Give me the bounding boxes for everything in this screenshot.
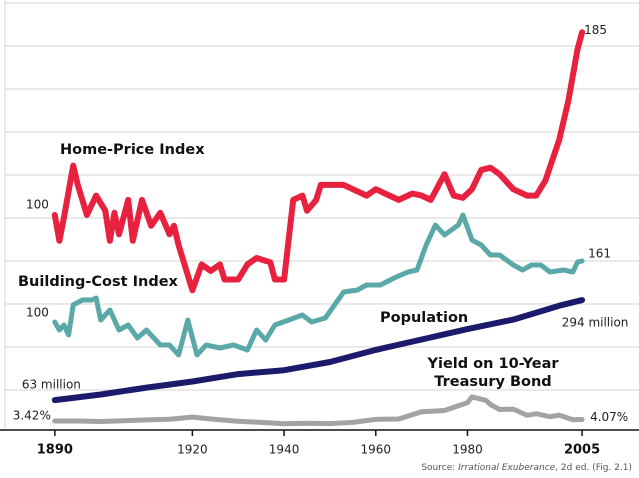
series-name: Yield on 10-Year Treasury Bond xyxy=(427,356,559,390)
start-label: 100 xyxy=(26,198,49,212)
series-line xyxy=(52,212,585,358)
series-line xyxy=(52,394,585,427)
start-label: 63 million xyxy=(22,378,81,392)
series-name: Population xyxy=(380,310,468,326)
x-tick-label: 1920 xyxy=(177,443,208,457)
x-tick-label: 1960 xyxy=(360,443,391,457)
source-title: Irrational Exuberance xyxy=(458,463,556,473)
series-name: Home-Price Index xyxy=(60,142,205,158)
start-label: 3.42% xyxy=(13,408,51,422)
x-tick-label: 1890 xyxy=(37,443,73,458)
x-tick-label: 1980 xyxy=(452,443,483,457)
series-line xyxy=(51,29,586,294)
series-name: Building-Cost Index xyxy=(18,274,179,290)
x-tick-label: 1940 xyxy=(269,443,300,457)
start-label: 100 xyxy=(26,306,49,320)
series-name-box: Yield on 10-Year Treasury Bond xyxy=(427,356,559,390)
source-text: , 2d ed. (Fig. 2.1) xyxy=(555,463,632,473)
end-label: 294 million xyxy=(562,316,629,330)
source-text: Source: xyxy=(421,463,458,473)
end-label: 4.07% xyxy=(590,410,628,424)
x-tick-label: 2005 xyxy=(564,443,600,458)
source: Source: Irrational Exuberance, 2d ed. (F… xyxy=(421,463,632,473)
end-label: 161 xyxy=(588,247,611,261)
end-label: 185 xyxy=(584,23,607,37)
series-line xyxy=(51,297,586,404)
